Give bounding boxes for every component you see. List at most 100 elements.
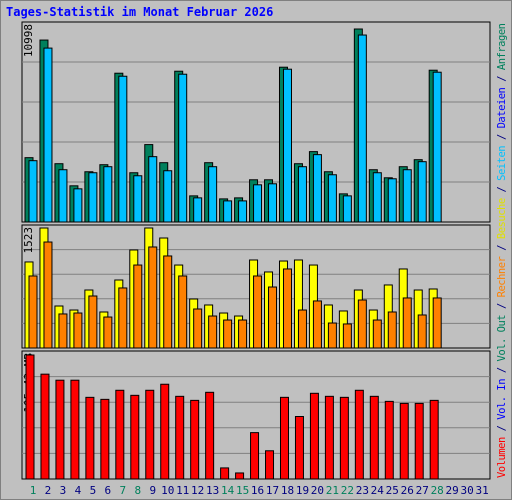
x-tick-label: 21 [326, 484, 339, 497]
bar [190, 399, 200, 480]
y-tick-label: 10998 [22, 24, 35, 57]
bar [73, 188, 83, 223]
bar [253, 184, 263, 223]
bar [297, 309, 307, 349]
x-tick-label: 1 [30, 484, 37, 497]
x-tick-label: 12 [191, 484, 204, 497]
bar [133, 264, 143, 349]
x-tick-label: 17 [266, 484, 279, 497]
x-tick-label: 10 [161, 484, 174, 497]
bar [327, 174, 337, 223]
bar [402, 297, 412, 349]
bar [73, 312, 83, 349]
bar [357, 299, 367, 349]
legend-item: Seiten [496, 145, 508, 180]
y-tick-label: 1523 [22, 227, 35, 254]
bar [238, 200, 248, 223]
legend-item: Volumen [496, 437, 508, 478]
bar [55, 379, 65, 480]
x-tick-label: 13 [206, 484, 219, 497]
legend-separator: / [496, 239, 508, 257]
bar [205, 391, 215, 480]
x-tick-label: 24 [371, 484, 385, 497]
bar [115, 389, 125, 480]
bar [118, 287, 128, 349]
bar [193, 308, 203, 349]
bar [43, 241, 53, 349]
x-tick-label: 15 [236, 484, 249, 497]
side-legend: Volumen / Vol. In / Vol. Out / Rechner /… [496, 23, 508, 478]
x-tick-label: 22 [341, 484, 354, 497]
x-tick-label: 8 [134, 484, 141, 497]
bar [399, 402, 409, 480]
bar [130, 394, 140, 480]
x-tick-label: 19 [296, 484, 309, 497]
bar [178, 275, 188, 349]
bar [163, 255, 173, 349]
x-tick-label: 18 [281, 484, 294, 497]
x-tick-label: 2 [45, 484, 52, 497]
bar [70, 379, 80, 480]
bar [118, 75, 128, 223]
bar [238, 319, 248, 349]
bar [414, 402, 424, 480]
legend-item: Anfragen [496, 23, 508, 70]
x-tick-label: 6 [105, 484, 112, 497]
bar [387, 178, 397, 223]
bar [163, 170, 173, 223]
x-tick-label: 9 [149, 484, 156, 497]
bar [297, 166, 307, 223]
bar [88, 295, 98, 349]
bar [324, 395, 334, 480]
bar [43, 47, 53, 223]
bar [148, 246, 158, 349]
x-tick-label: 14 [221, 484, 235, 497]
bar [145, 389, 155, 480]
bar [339, 396, 349, 480]
bar [223, 200, 233, 223]
bar [100, 398, 110, 480]
x-tick-label: 16 [251, 484, 264, 497]
bar [58, 169, 68, 223]
bar [417, 314, 427, 349]
legend-separator: / [496, 297, 508, 315]
legend-separator: / [496, 70, 508, 88]
bar [250, 432, 260, 480]
bar [160, 383, 170, 480]
x-tick-label: 25 [386, 484, 399, 497]
legend-separator: / [496, 128, 508, 146]
bar [417, 161, 427, 223]
bar [357, 34, 367, 223]
bar [294, 416, 304, 480]
x-tick-label: 5 [90, 484, 97, 497]
bar [220, 467, 230, 480]
bar [88, 172, 98, 223]
x-tick-label: 26 [401, 484, 414, 497]
x-tick-label: 28 [431, 484, 444, 497]
bar [282, 268, 292, 349]
legend-item: Besuche [496, 198, 508, 239]
bar [312, 154, 322, 223]
bar [148, 156, 158, 223]
x-tick-label: 7 [120, 484, 127, 497]
legend-separator: / [496, 361, 508, 379]
x-tick-label: 30 [461, 484, 474, 497]
legend-item: Rechner [496, 256, 508, 297]
legend-item: Vol. Out [496, 314, 508, 361]
bar [372, 319, 382, 349]
bar [432, 71, 442, 223]
bar [28, 160, 38, 223]
bar [58, 313, 68, 349]
x-tick-label: 29 [446, 484, 459, 497]
bar [103, 316, 113, 349]
legend-separator: / [496, 419, 508, 437]
legend-item: Dateien [496, 87, 508, 128]
bar [175, 395, 185, 480]
bar [309, 392, 319, 480]
bar [25, 354, 35, 480]
bar [342, 195, 352, 223]
bar [268, 183, 278, 223]
bar [429, 399, 439, 480]
bar [208, 166, 218, 223]
